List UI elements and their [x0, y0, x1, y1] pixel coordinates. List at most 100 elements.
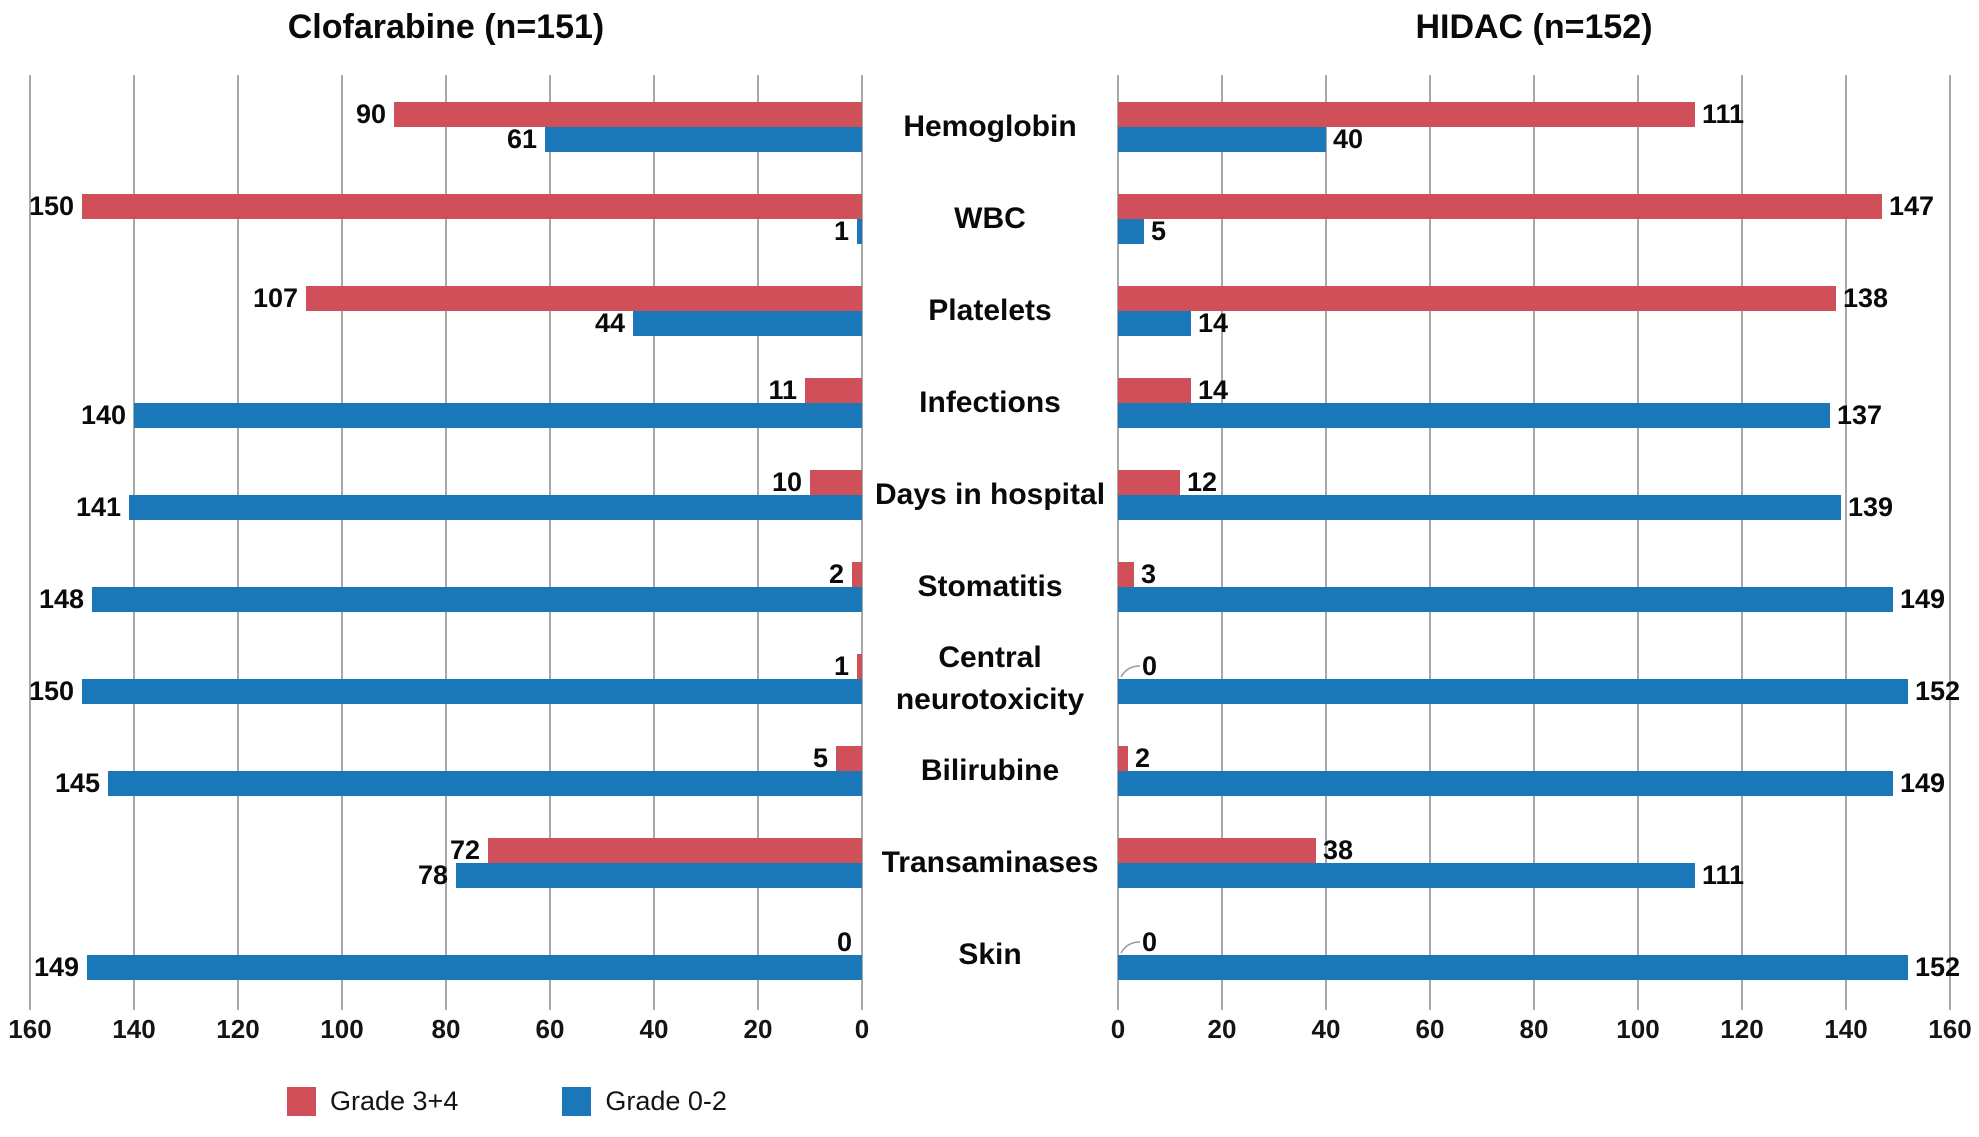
grade-0-2-bar [1118, 587, 1893, 612]
x-axis-tick-label: 140 [112, 1014, 156, 1044]
right-plot-area: 111 40 147 5 138 14 14 137 12 139 3 149 0 152 2 149 38 11… [1117, 75, 1960, 1010]
value-label: 138 [1843, 283, 1889, 313]
category-labels-column: Hemoglobin WBC Platelets Infections Days in … [862, 75, 1118, 1010]
value-label: 5 [1151, 216, 1167, 246]
grade-0-2-bar [857, 219, 862, 244]
grade-0-2-bar [1118, 495, 1841, 520]
legend-label-grade-0-2: Grade 0-2 [605, 1086, 727, 1116]
value-label: 44 [594, 308, 625, 338]
value-label: 2 [1135, 743, 1151, 773]
value-label: 38 [1323, 835, 1354, 865]
value-label: 1 [833, 216, 849, 246]
grade-0-2-bar [1118, 955, 1908, 980]
x-axis-tick-label: 40 [1311, 1014, 1341, 1044]
grade-0-2-bar [1118, 311, 1191, 336]
left-panel-title: Clofarabine (n=151) [287, 8, 605, 46]
grade-3-4-bar [1118, 286, 1836, 311]
x-axis-tick-label: 20 [743, 1014, 773, 1044]
gridline [1741, 75, 1743, 1010]
grade-3-4-bar [836, 746, 862, 771]
value-label: 61 [506, 124, 537, 154]
grade-3-4-bar [1118, 746, 1128, 771]
value-label: 150 [28, 676, 74, 706]
grade-3-4-bar [857, 654, 862, 679]
grade-0-2-bar [545, 127, 862, 152]
category-label: WBC [954, 202, 1026, 235]
gridline [1429, 75, 1431, 1010]
category-label: Bilirubine [920, 754, 1060, 787]
value-label: 152 [1915, 676, 1961, 706]
value-label: 1 [833, 651, 849, 681]
grade-0-2-bar [1118, 863, 1695, 888]
grade-0-2-bar [1118, 679, 1908, 704]
value-label: 90 [355, 99, 386, 129]
gridline [1845, 75, 1847, 1010]
x-axis-tick-label: 100 [320, 1014, 364, 1044]
grade-3-4-bar [1118, 378, 1191, 403]
grade-0-2-bar [1118, 771, 1893, 796]
value-label: 72 [449, 835, 480, 865]
category-label: Skin [958, 938, 1022, 971]
grade-3-4-bar [1118, 102, 1695, 127]
value-label: 141 [75, 492, 121, 522]
x-axis-tick-label: 80 [431, 1014, 461, 1044]
value-label: 137 [1837, 400, 1883, 430]
x-axis-tick-label: 60 [535, 1014, 565, 1044]
grade-0-2-bar [633, 311, 862, 336]
x-axis-tick-label: 100 [1616, 1014, 1660, 1044]
left-plot-area: 90 61 150 1 107 44 11 140 10 141 2 148 1 150 5 145 72 78 0… [28, 75, 863, 1010]
value-label: 149 [1900, 584, 1946, 614]
gridline [1325, 75, 1327, 1010]
right-panel-title: HIDAC (n=152) [1415, 8, 1653, 46]
grade-3-4-bar [852, 562, 862, 587]
value-label: 40 [1333, 124, 1364, 154]
category-label: Infections [919, 386, 1061, 419]
gridline [237, 75, 239, 1010]
left-x-axis: 160 140 120 100 80 60 40 20 0 [8, 1014, 869, 1054]
grade-0-2-bar [92, 587, 862, 612]
gridline [133, 75, 135, 1010]
x-axis-tick-label: 140 [1824, 1014, 1868, 1044]
gridline [1637, 75, 1639, 1010]
zero-leader-line [1119, 662, 1141, 678]
value-label: 148 [38, 584, 84, 614]
grade-3-4-bar [810, 470, 862, 495]
category-label: Central neurotoxicity [895, 641, 1085, 716]
value-label: 12 [1187, 467, 1218, 497]
x-axis-tick-label: 40 [639, 1014, 669, 1044]
legend: Grade 3+4 Grade 0-2 [287, 1086, 727, 1117]
gridline [1949, 75, 1951, 1010]
gridline [1117, 75, 1119, 1010]
value-label: 140 [80, 400, 126, 430]
category-label: Platelets [928, 294, 1052, 327]
gridline [445, 75, 447, 1010]
grade-0-2-bar [108, 771, 862, 796]
grade-0-2-bar [129, 495, 862, 520]
x-axis-tick-label: 160 [1928, 1014, 1972, 1044]
value-label: 147 [1889, 191, 1935, 221]
grade-3-4-bar [394, 102, 862, 127]
x-axis-tick-label: 20 [1207, 1014, 1237, 1044]
x-axis-tick-label: 160 [8, 1014, 52, 1044]
x-axis-tick-label: 60 [1415, 1014, 1445, 1044]
zero-leader-line [1119, 938, 1141, 954]
value-label: 139 [1848, 492, 1894, 522]
grade-0-2-bar [1118, 127, 1326, 152]
gridline [1221, 75, 1223, 1010]
value-label: 149 [33, 952, 79, 982]
grade-3-4-bar [1118, 470, 1180, 495]
value-label: 0 [836, 927, 852, 957]
value-label: 5 [812, 743, 828, 773]
x-axis-tick-label: 0 [854, 1014, 870, 1044]
x-axis-tick-label: 120 [1720, 1014, 1764, 1044]
x-axis-tick-label: 120 [216, 1014, 260, 1044]
grade-3-4-bar [1118, 562, 1134, 587]
x-axis-tick-label: 0 [1110, 1014, 1126, 1044]
gridline [549, 75, 551, 1010]
value-label: 0 [1142, 651, 1158, 681]
gridline [757, 75, 759, 1010]
value-label: 3 [1141, 559, 1157, 589]
grade-0-2-bar [134, 403, 862, 428]
grade-0-2-bar [456, 863, 862, 888]
